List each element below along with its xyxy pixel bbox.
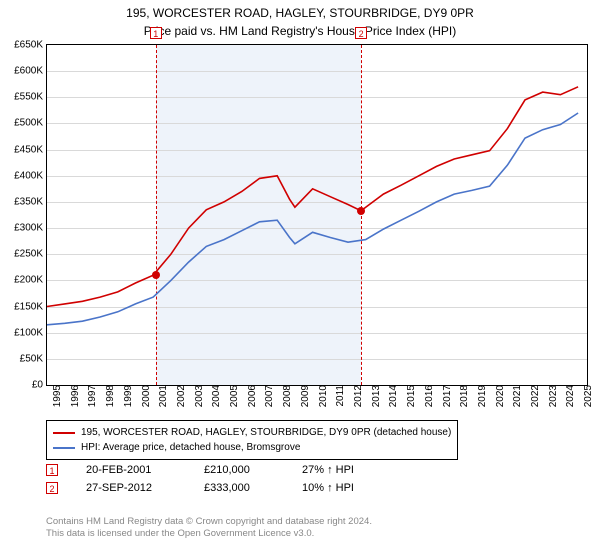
x-tick-label: 2024 <box>563 385 576 407</box>
event-marker: 2 <box>355 27 367 39</box>
marker-date: 27-SEP-2012 <box>86 482 176 494</box>
legend-item: HPI: Average price, detached house, Brom… <box>53 440 451 455</box>
footnote-line-1: Contains HM Land Registry data © Crown c… <box>46 516 372 528</box>
legend-swatch <box>53 447 75 449</box>
x-tick-label: 2006 <box>245 385 258 407</box>
x-tick-label: 2000 <box>139 385 152 407</box>
footnote: Contains HM Land Registry data © Crown c… <box>46 516 372 541</box>
legend-item: 195, WORCESTER ROAD, HAGLEY, STOURBRIDGE… <box>53 425 451 440</box>
x-tick-label: 2010 <box>316 385 329 407</box>
x-tick-label: 2025 <box>581 385 594 407</box>
x-tick-label: 1996 <box>68 385 81 407</box>
footnote-line-2: This data is licensed under the Open Gov… <box>46 528 372 540</box>
x-tick-label: 2011 <box>333 385 346 407</box>
y-tick-label: £550K <box>14 92 47 103</box>
x-tick-label: 2020 <box>493 385 506 407</box>
y-tick-label: £300K <box>14 223 47 234</box>
x-tick-label: 2018 <box>457 385 470 407</box>
x-tick-label: 2019 <box>475 385 488 407</box>
x-tick-label: 2021 <box>510 385 523 407</box>
x-tick-label: 2004 <box>209 385 222 407</box>
y-tick-label: £50K <box>20 353 47 364</box>
chart-title: 195, WORCESTER ROAD, HAGLEY, STOURBRIDGE… <box>0 0 600 22</box>
x-tick-label: 2017 <box>440 385 453 407</box>
x-tick-label: 2023 <box>546 385 559 407</box>
x-tick-label: 2003 <box>192 385 205 407</box>
marker-row: 2 27-SEP-2012 £333,000 10% ↑ HPI <box>46 482 354 494</box>
x-tick-label: 2015 <box>404 385 417 407</box>
y-tick-label: £250K <box>14 249 47 260</box>
y-tick-label: £0 <box>32 380 47 391</box>
x-tick-label: 2022 <box>528 385 541 407</box>
x-tick-label: 1999 <box>121 385 134 407</box>
y-tick-label: £650K <box>14 40 47 51</box>
x-tick-label: 2007 <box>262 385 275 407</box>
x-tick-label: 2016 <box>422 385 435 407</box>
marker-number: 2 <box>46 482 58 494</box>
y-tick-label: £200K <box>14 275 47 286</box>
x-tick-label: 2009 <box>298 385 311 407</box>
marker-row: 1 20-FEB-2001 £210,000 27% ↑ HPI <box>46 464 354 476</box>
sale-point <box>152 271 160 279</box>
y-tick-label: £600K <box>14 66 47 77</box>
legend-label: 195, WORCESTER ROAD, HAGLEY, STOURBRIDGE… <box>81 425 451 440</box>
y-tick-label: £500K <box>14 118 47 129</box>
y-tick-label: £350K <box>14 196 47 207</box>
sale-point <box>357 207 365 215</box>
x-tick-label: 2001 <box>156 385 169 407</box>
x-tick-label: 1997 <box>85 385 98 407</box>
y-tick-label: £150K <box>14 301 47 312</box>
marker-price: £333,000 <box>204 482 274 494</box>
x-tick-label: 2002 <box>174 385 187 407</box>
chart-subtitle: Price paid vs. HM Land Registry's House … <box>0 22 600 38</box>
y-tick-label: £100K <box>14 327 47 338</box>
x-tick-label: 2005 <box>227 385 240 407</box>
legend-swatch <box>53 432 75 434</box>
series-line <box>47 87 578 307</box>
x-tick-label: 1998 <box>103 385 116 407</box>
series-svg <box>47 45 587 385</box>
x-tick-label: 2014 <box>386 385 399 407</box>
legend-label: HPI: Average price, detached house, Brom… <box>81 440 300 455</box>
event-marker: 1 <box>150 27 162 39</box>
marker-number: 1 <box>46 464 58 476</box>
x-tick-label: 2012 <box>351 385 364 407</box>
marker-delta: 10% ↑ HPI <box>302 482 354 494</box>
x-tick-label: 1995 <box>50 385 63 407</box>
x-tick-label: 2008 <box>280 385 293 407</box>
marker-date: 20-FEB-2001 <box>86 464 176 476</box>
y-tick-label: £450K <box>14 144 47 155</box>
sale-markers-table: 1 20-FEB-2001 £210,000 27% ↑ HPI 2 27-SEP-201… <box>46 464 354 500</box>
legend: 195, WORCESTER ROAD, HAGLEY, STOURBRIDGE… <box>46 420 458 460</box>
x-tick-label: 2013 <box>369 385 382 407</box>
y-tick-label: £400K <box>14 170 47 181</box>
marker-delta: 27% ↑ HPI <box>302 464 354 476</box>
chart-container: 195, WORCESTER ROAD, HAGLEY, STOURBRIDGE… <box>0 0 600 560</box>
plot-area: £0£50K£100K£150K£200K£250K£300K£350K£400… <box>46 44 588 386</box>
marker-price: £210,000 <box>204 464 274 476</box>
series-line <box>47 113 578 325</box>
